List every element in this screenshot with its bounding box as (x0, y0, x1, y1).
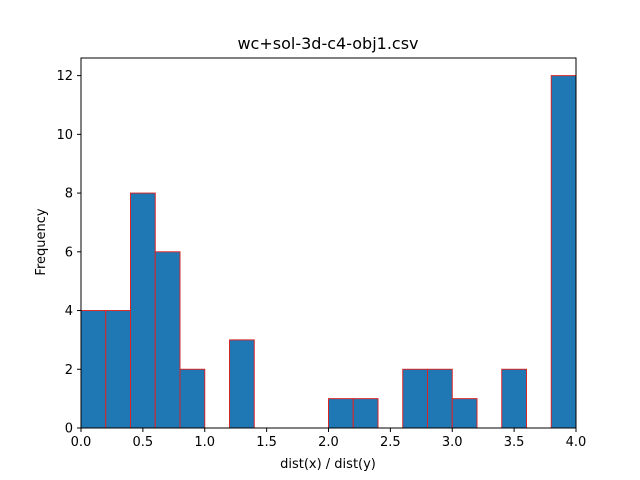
x-tick-label: 1.5 (256, 435, 277, 450)
x-tick-label: 4.0 (566, 435, 587, 450)
histogram-bar (501, 368, 527, 429)
chart-title: wc+sol-3d-c4-obj1.csv (237, 34, 418, 53)
y-tick-label: 6 (65, 245, 73, 260)
x-tick-label: 2.0 (318, 435, 339, 450)
histogram-bar (451, 398, 478, 429)
x-axis-label: dist(x) / dist(y) (280, 457, 376, 472)
histogram-bar (80, 310, 107, 429)
bars-group (80, 75, 577, 429)
x-tick-label: 3.0 (442, 435, 463, 450)
x-tick-label: 0.0 (71, 435, 92, 450)
histogram-bar (427, 368, 453, 429)
y-tick-label: 2 (65, 363, 73, 378)
x-tick-label: 0.5 (133, 435, 154, 450)
histogram-bar (402, 368, 428, 429)
histogram-bar (179, 368, 206, 429)
x-tick-label: 3.5 (504, 435, 525, 450)
x-tick-label: 1.0 (194, 435, 215, 450)
histogram-bar (229, 339, 255, 429)
histogram-bar (328, 398, 354, 429)
x-tick-label: 2.5 (380, 435, 401, 450)
histogram-bar (550, 75, 577, 429)
histogram-bar (352, 398, 379, 429)
histogram-bar (154, 251, 181, 429)
y-tick-label: 4 (65, 304, 73, 319)
axes-group: 0.0 0.5 1.0 1.5 2.0 2.5 3.0 3.5 4.0 0 2 4 6 8 10 12 (56, 57, 587, 450)
histogram-bar (130, 192, 156, 429)
y-tick-label: 8 (65, 187, 73, 202)
histogram-bar (105, 310, 131, 429)
y-tick-label: 10 (56, 128, 73, 143)
y-axis-label: Frequency (34, 208, 49, 275)
y-tick-label: 0 (65, 422, 73, 437)
y-tick-label: 12 (56, 69, 73, 84)
